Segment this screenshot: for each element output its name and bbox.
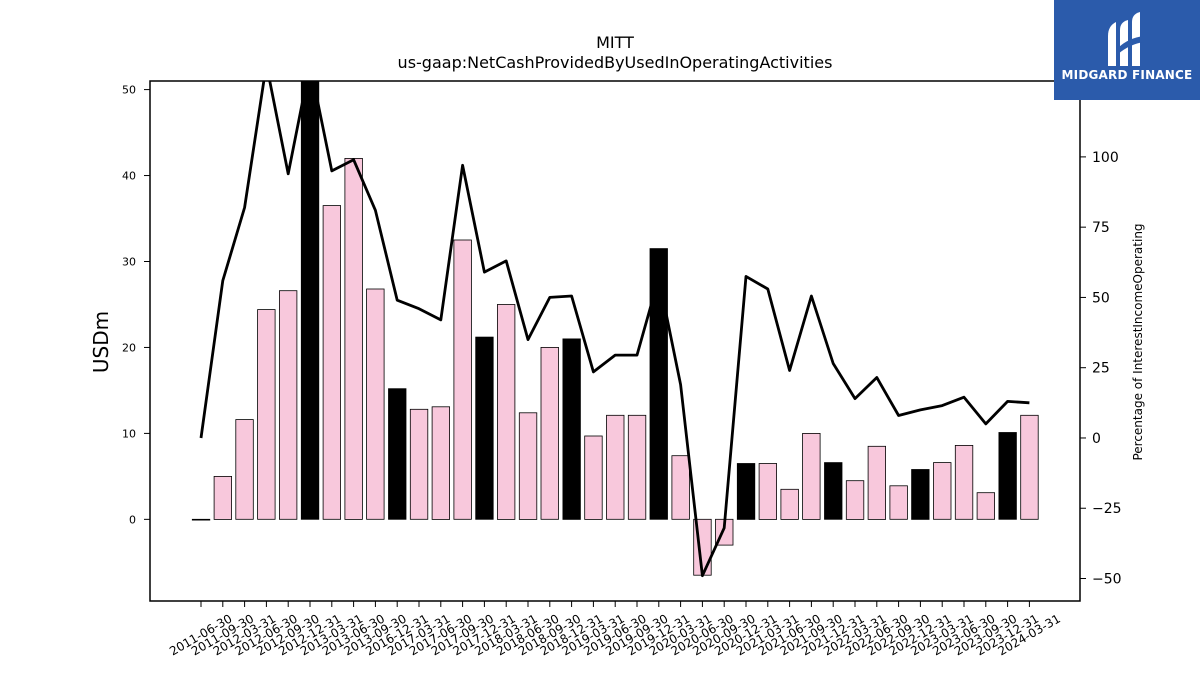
y2-tick-label: −25 [1092, 501, 1122, 517]
bar [845, 480, 865, 520]
bar [889, 485, 908, 520]
y2-tick-label: −50 [1092, 572, 1122, 588]
brand-logo: MIDGARD FINANCE [1054, 0, 1200, 100]
y-tick-label: 50 [122, 84, 136, 97]
bar [518, 412, 538, 520]
bar [322, 205, 342, 520]
y-tick-label: 0 [129, 513, 136, 526]
bar [867, 445, 886, 520]
bar [213, 475, 233, 520]
bar [1020, 414, 1039, 520]
bar [758, 463, 777, 520]
bar [257, 309, 276, 520]
bar [976, 492, 995, 520]
chart-title: MITT [596, 33, 634, 52]
brand-name: MIDGARD FINANCE [1061, 68, 1193, 82]
bar [627, 414, 647, 520]
bar [344, 157, 363, 520]
y-axis-left: 0 10 20 30 40 50 [122, 84, 150, 526]
y-axis-right: −50 −25 0 25 50 75 100 [1080, 150, 1122, 588]
chart-subtitle: us-gaap:NetCashProvidedByUsedInOperating… [398, 53, 833, 72]
bar [540, 346, 559, 520]
bar [954, 444, 974, 520]
bar [278, 290, 298, 520]
bar [933, 462, 952, 520]
bar [780, 488, 799, 520]
bar [366, 288, 385, 520]
bar [606, 414, 625, 520]
bar [191, 518, 211, 521]
y2-tick-label: 25 [1092, 361, 1110, 377]
bar [911, 469, 930, 520]
bar [235, 419, 254, 520]
y-tick-label: 10 [122, 427, 136, 440]
bar [736, 463, 756, 520]
bar [671, 455, 690, 520]
bar [802, 432, 821, 520]
bar [453, 239, 472, 520]
bar [409, 408, 429, 520]
x-axis: 2011-06-302011-09-302012-03-312012-06-30… [167, 601, 1063, 658]
midgard-logo-icon [1108, 12, 1144, 66]
y2-tick-label: 0 [1092, 431, 1101, 447]
bar [584, 435, 603, 520]
y2-tick-label: 50 [1092, 290, 1110, 306]
bar [824, 462, 843, 520]
y-tick-label: 30 [122, 255, 136, 268]
y-tick-label: 40 [122, 170, 136, 183]
bar [496, 304, 516, 520]
bar [388, 388, 407, 520]
y2-axis-label: Percentage of InterestIncomeOperating [1131, 223, 1145, 460]
bar [998, 432, 1017, 520]
bar [649, 248, 668, 520]
y2-tick-label: 75 [1092, 220, 1110, 236]
bar [431, 406, 451, 520]
bar [300, 81, 320, 520]
series-line [199, 81, 1030, 578]
plot-area [191, 81, 1039, 578]
bar [475, 336, 494, 520]
bar [562, 338, 581, 520]
y-axis-label: USDm [89, 311, 113, 373]
y-tick-label: 20 [122, 341, 136, 354]
y2-tick-label: 100 [1092, 150, 1119, 166]
